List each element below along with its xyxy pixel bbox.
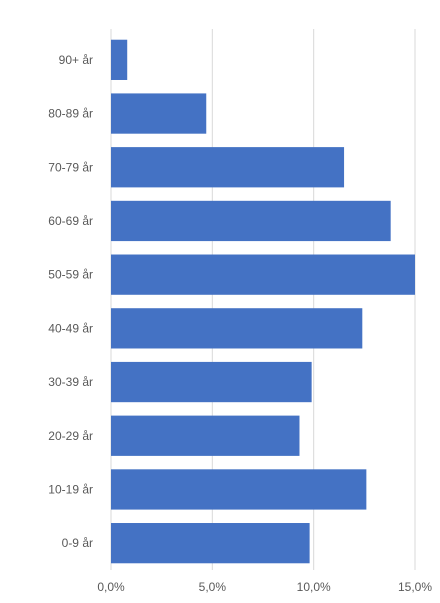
bar bbox=[111, 200, 391, 242]
bar bbox=[111, 415, 300, 456]
category-label: 0-9 år bbox=[62, 536, 93, 550]
bars bbox=[111, 39, 415, 564]
bar bbox=[111, 39, 128, 80]
category-label: 20-29 år bbox=[48, 429, 93, 443]
category-label: 60-69 år bbox=[48, 214, 93, 228]
x-tick-label: 15,0% bbox=[398, 580, 432, 594]
x-tick-labels: 0,0% 5,0% 10,0% 15,0% bbox=[97, 580, 432, 594]
category-labels: 0-9 år 10-19 år 20-29 år 30-39 år 40-49 år 50… bbox=[48, 53, 93, 550]
category-label: 10-19 år bbox=[48, 482, 93, 496]
bar bbox=[111, 308, 363, 349]
x-tick-label: 10,0% bbox=[297, 580, 331, 594]
bar bbox=[111, 147, 345, 188]
bar bbox=[111, 93, 207, 134]
category-label: 30-39 år bbox=[48, 375, 93, 389]
category-label: 40-49 år bbox=[48, 321, 93, 335]
bar bbox=[111, 469, 367, 510]
category-label: 70-79 år bbox=[48, 160, 93, 174]
x-tick-label: 5,0% bbox=[199, 580, 227, 594]
category-label: 90+ år bbox=[59, 53, 93, 67]
x-tick-label: 0,0% bbox=[97, 580, 125, 594]
bar bbox=[111, 254, 415, 295]
category-label: 80-89 år bbox=[48, 107, 93, 121]
bar bbox=[111, 361, 312, 403]
category-label: 50-59 år bbox=[48, 268, 93, 282]
bar bbox=[111, 523, 310, 564]
